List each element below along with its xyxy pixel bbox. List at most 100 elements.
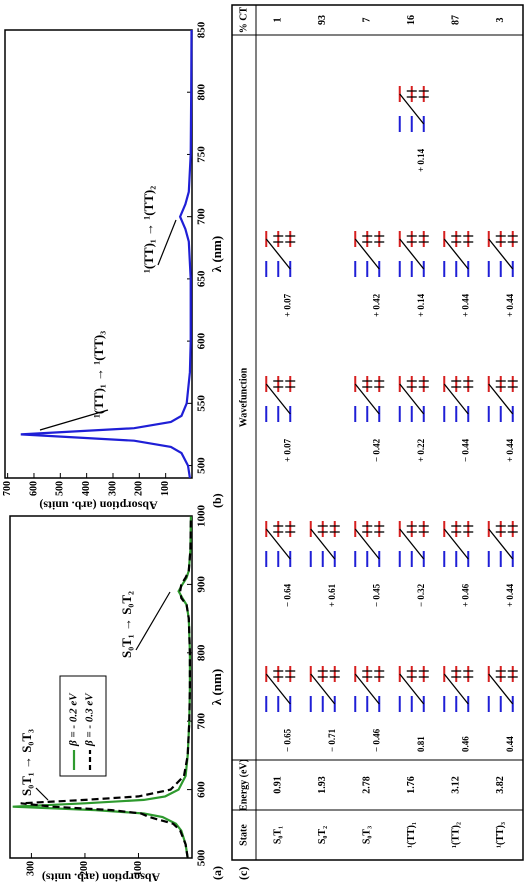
coefficient: + 0.61 (327, 583, 337, 607)
y-tick-label: 200 (134, 481, 145, 496)
x-tick-label: 700 (196, 208, 208, 225)
x-tick-label: 1000 (196, 505, 208, 528)
energy-cell: 0.91 (273, 776, 284, 794)
energy-cell: 1.93 (317, 776, 328, 794)
table-header: Energy (eV) (238, 759, 249, 811)
x-tick-label: 800 (196, 644, 208, 661)
series-line (20, 29, 193, 479)
coefficient: + 0.44 (505, 583, 515, 607)
coefficient: + 0.44 (505, 293, 515, 317)
coefficient: − 0.44 (460, 438, 470, 462)
x-tick-label: 600 (196, 781, 208, 798)
coefficient: 0.46 (460, 736, 470, 752)
ct-cell: 7 (362, 18, 373, 23)
excitation (488, 528, 514, 560)
energy-cell: 2.78 (362, 776, 373, 794)
excitation (443, 528, 469, 560)
plot-frame (9, 515, 193, 859)
y-tick-label: 500 (55, 481, 66, 496)
coefficient: − 0.42 (371, 438, 381, 462)
ct-cell: 93 (317, 15, 328, 25)
coefficient: + 0.14 (416, 148, 426, 172)
coefficient: 0.44 (505, 736, 515, 752)
x-tick-label: 900 (196, 576, 208, 593)
excitation (399, 528, 425, 560)
y-tick-label: 300 (107, 481, 118, 496)
y-tick-label: 400 (81, 481, 92, 496)
annotation-arrow (35, 787, 49, 801)
annotation: ¹(TT)₁ → ¹(TT)₂ (141, 186, 156, 273)
ct-cell: 87 (451, 15, 462, 25)
excitation (265, 673, 291, 705)
excitation (354, 238, 380, 270)
x-tick-label: 550 (196, 395, 208, 412)
y-tick-label: 100 (160, 481, 171, 496)
annotation-arrow (157, 219, 177, 266)
coefficient: + 0.22 (416, 438, 426, 462)
excitation (354, 528, 380, 560)
coefficient: − 0.65 (282, 728, 292, 752)
x-tick-label: 700 (196, 712, 208, 729)
x-tick-label: 800 (196, 83, 208, 100)
excitation (354, 383, 380, 415)
x-tick-label: 750 (196, 146, 208, 163)
ct-cell: 1 (273, 18, 284, 23)
table-header: State (238, 824, 249, 846)
table-frame (231, 4, 524, 861)
x-axis-label: λ (nm) (209, 669, 224, 705)
annotation-arrow (39, 409, 109, 431)
annotation-arrow (135, 591, 171, 651)
y-tick-label: 100 (133, 861, 144, 876)
coefficient: − 0.45 (371, 583, 381, 607)
excitation (399, 93, 425, 125)
annotation: S₀T₁ → S₀T₃ (19, 729, 34, 796)
state-cell: S₀T₃ (362, 826, 373, 844)
annotation: ¹(TT)₁ → ¹(TT)₃ (91, 331, 106, 418)
y-tick-label: 600 (28, 481, 39, 496)
coefficient: + 0.42 (371, 293, 381, 317)
energy-cell: 3.82 (495, 776, 506, 794)
coefficient: − 0.32 (416, 583, 426, 607)
x-tick-label: 500 (196, 849, 208, 866)
table-header: % CT (238, 6, 249, 33)
x-axis-label: λ (nm) (209, 236, 224, 272)
table-header: Wavefunction (238, 367, 249, 427)
excitation (399, 673, 425, 705)
excitation (265, 238, 291, 270)
excitation (310, 528, 336, 560)
state-cell: S₀T₂ (317, 826, 328, 844)
state-cell: ¹(TT)₃ (495, 822, 506, 848)
coefficient: + 0.44 (460, 293, 470, 317)
excitation (399, 238, 425, 270)
y-tick-label: 700 (2, 481, 13, 496)
series-line (20, 515, 192, 859)
excitation (265, 383, 291, 415)
excitation (443, 238, 469, 270)
x-tick-label: 600 (196, 332, 208, 349)
panel-label: (b) (210, 493, 224, 508)
rotated-figure: 500 600 700 800 900 1000 100 200 300 λ (nm) Absorp… (2, 4, 524, 884)
excitation (488, 673, 514, 705)
plot-frame (4, 29, 193, 479)
coefficient: 0.81 (416, 736, 426, 752)
legend-box (59, 675, 107, 777)
energy-cell: 1.76 (406, 776, 417, 794)
x-tick-label: 650 (196, 270, 208, 287)
coefficient: + 0.44 (505, 438, 515, 462)
energy-cell: 3.12 (451, 776, 462, 794)
coefficient: + 0.07 (282, 438, 292, 462)
y-tick-label: 300 (26, 861, 37, 876)
legend-label: β = - 0.3 eV (84, 692, 96, 747)
coefficient: − 0.64 (282, 583, 292, 607)
y-axis-label: Absorption (arb. units) (39, 498, 157, 512)
state-cell: ¹(TT)₂ (451, 822, 462, 848)
y-axis-label: Absorption (arb. units) (42, 870, 160, 884)
y-tick-label: 200 (79, 861, 90, 876)
panel-label: (c) (236, 867, 250, 880)
state-cell: ¹(TT)₁ (406, 822, 417, 848)
excitation (488, 383, 514, 415)
panel-label: (a) (210, 866, 224, 880)
x-tick-label: 850 (196, 21, 208, 38)
excitation (443, 673, 469, 705)
